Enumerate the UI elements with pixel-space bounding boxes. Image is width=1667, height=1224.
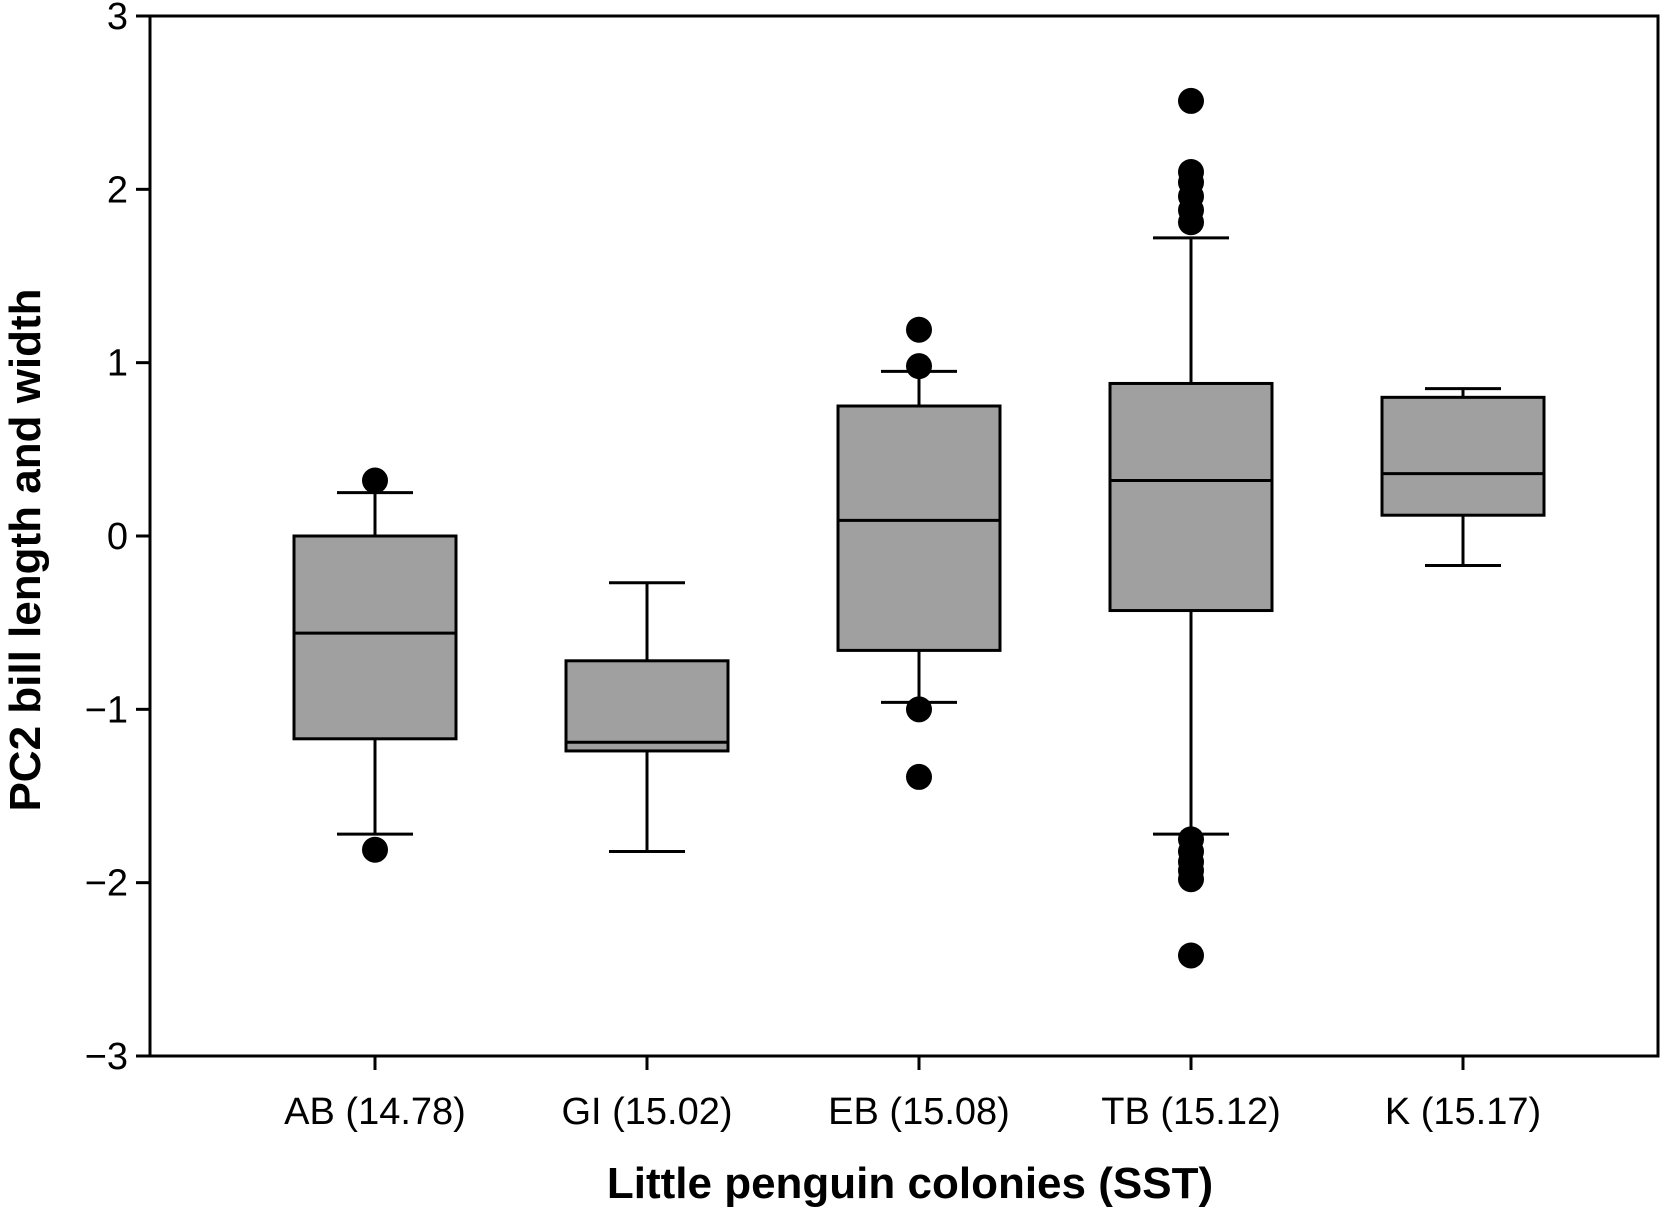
y-tick-label: 1 bbox=[107, 343, 128, 385]
box-iqr bbox=[292, 534, 458, 741]
outlier-point bbox=[1178, 87, 1204, 114]
outlier-point bbox=[362, 836, 388, 863]
outlier-point bbox=[906, 353, 932, 380]
y-tick-label: −3 bbox=[85, 1036, 128, 1078]
y-tick-label: 3 bbox=[107, 0, 128, 38]
y-axis-title: PC2 bill length and width bbox=[1, 288, 50, 811]
x-tick-label: AB (14.78) bbox=[284, 1091, 466, 1133]
y-axis: −3 −2 −1 0 1 2 3 bbox=[85, 0, 150, 1078]
box-group bbox=[1380, 387, 1546, 567]
x-axis-title: Little penguin colonies (SST) bbox=[607, 1159, 1213, 1208]
x-tick-label: K (15.17) bbox=[1385, 1091, 1541, 1133]
outlier-point bbox=[906, 763, 932, 790]
box-iqr bbox=[564, 659, 730, 753]
x-tick-label: TB (15.12) bbox=[1101, 1091, 1281, 1133]
outlier-point bbox=[1178, 866, 1204, 893]
box-iqr bbox=[836, 404, 1002, 652]
x-tick-label: EB (15.08) bbox=[828, 1091, 1010, 1133]
boxes-layer bbox=[292, 87, 1546, 969]
outlier-point bbox=[906, 316, 932, 343]
y-tick-label: 0 bbox=[107, 516, 128, 558]
y-tick-label: −2 bbox=[85, 863, 128, 905]
box-group bbox=[564, 581, 730, 853]
y-tick-label: −1 bbox=[85, 689, 128, 731]
y-tick-label: 2 bbox=[107, 169, 128, 211]
outlier-point bbox=[906, 696, 932, 723]
box-group bbox=[836, 316, 1002, 790]
box-iqr bbox=[1108, 381, 1274, 613]
box-iqr bbox=[1380, 395, 1546, 517]
outlier-point bbox=[1178, 942, 1204, 969]
box-group bbox=[292, 467, 458, 863]
x-axis: AB (14.78) GI (15.02) EB (15.08) TB (15.12)… bbox=[284, 1056, 1541, 1133]
outlier-point bbox=[1178, 209, 1204, 236]
outlier-point bbox=[362, 467, 388, 494]
box-group bbox=[1108, 87, 1274, 969]
x-tick-label: GI (15.02) bbox=[561, 1091, 732, 1133]
